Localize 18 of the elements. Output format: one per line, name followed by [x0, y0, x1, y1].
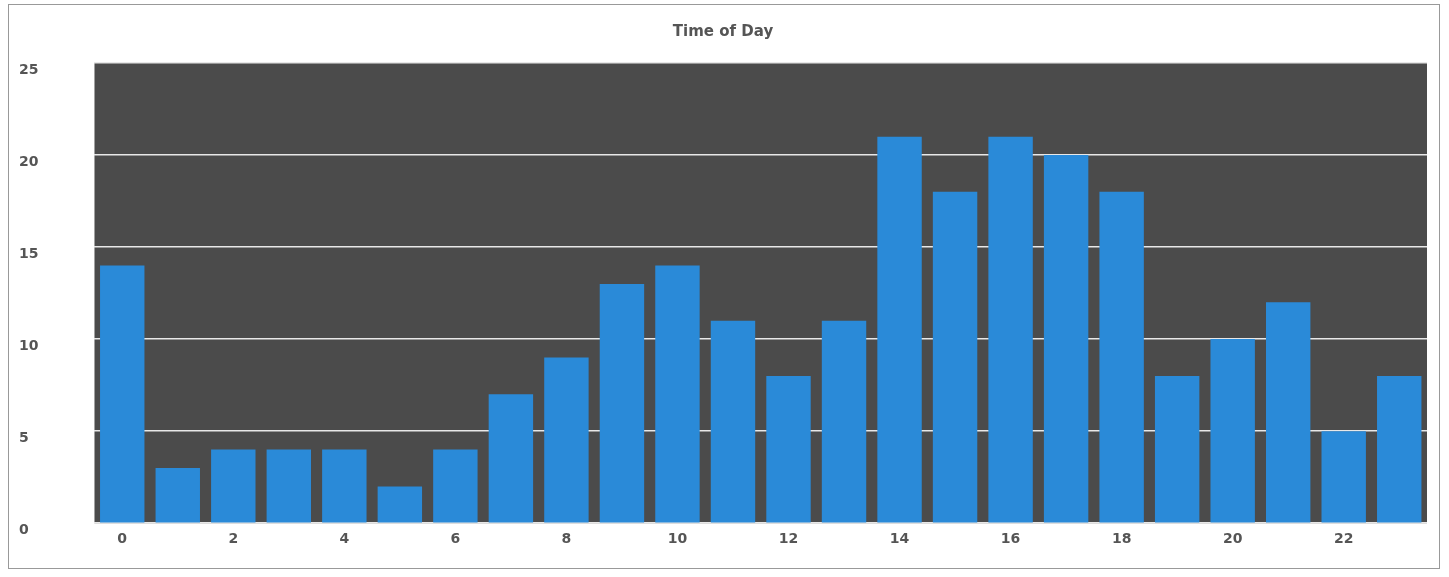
y-tick-label: 25 [19, 60, 39, 77]
y-tick-label: 20 [19, 152, 39, 169]
y-tick-label: 10 [19, 336, 39, 353]
chart-title: Time of Day [672, 21, 774, 40]
x-tick-label: 2 [228, 530, 239, 547]
x-tick-label: 22 [1333, 530, 1354, 547]
x-tick-label: 20 [1222, 530, 1243, 547]
x-tick-label: 16 [1000, 530, 1021, 547]
x-tick-label: 6 [450, 530, 461, 547]
x-tick-label: 14 [889, 530, 910, 547]
x-tick-label: 4 [339, 530, 350, 547]
y-tick-label: 5 [19, 428, 29, 445]
x-tick-label: 12 [778, 530, 799, 547]
x-tick-label: 18 [1111, 530, 1132, 547]
x-tick-label: 10 [667, 530, 688, 547]
x-tick-label: 8 [561, 530, 572, 547]
y-tick-label: 15 [19, 244, 39, 261]
x-tick-label: 0 [117, 530, 128, 547]
